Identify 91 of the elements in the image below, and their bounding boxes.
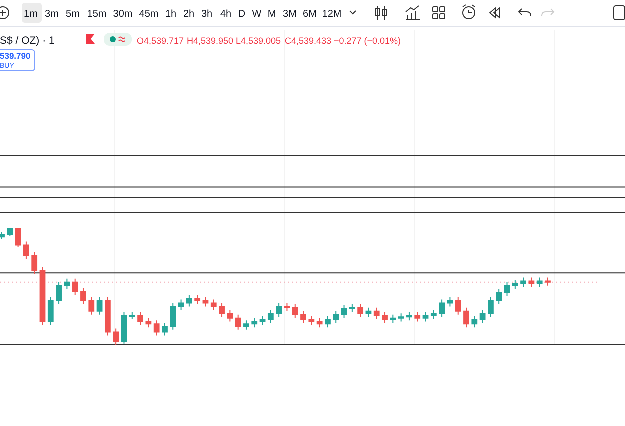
candlestick <box>276 302 282 318</box>
text: 30m <box>113 9 133 20</box>
candlestick <box>333 310 340 324</box>
candlestick <box>88 296 95 316</box>
candlestick <box>56 282 62 305</box>
candlestick <box>292 304 298 319</box>
candlestick <box>325 316 331 328</box>
candlestick <box>472 316 478 328</box>
candlestick <box>455 296 462 316</box>
candlestick <box>341 305 348 319</box>
candlestick <box>162 322 168 336</box>
candlestick <box>24 241 30 260</box>
candlestick <box>235 314 242 330</box>
candlestick <box>244 320 250 330</box>
text: 6M <box>303 9 317 20</box>
text: 15m <box>87 9 107 20</box>
candlestick <box>308 316 315 326</box>
candlestick <box>194 294 201 305</box>
candlestick <box>414 312 421 322</box>
candlestick <box>390 314 396 324</box>
text: H4,539.950 <box>187 36 234 46</box>
candlestick <box>186 294 192 308</box>
text: 3m <box>45 9 59 20</box>
candlestick <box>219 302 225 318</box>
text: −0.277 (−0.01%) <box>334 36 402 46</box>
candlestick <box>178 299 184 311</box>
candlestick <box>300 310 306 324</box>
text: 2h <box>183 9 195 20</box>
candlestick <box>40 266 46 326</box>
candlestick <box>113 328 120 346</box>
candlestick <box>464 307 470 328</box>
candlestick <box>7 228 14 236</box>
candlestick <box>72 278 78 296</box>
text: 3M <box>283 9 297 20</box>
candlestick <box>536 277 543 288</box>
candlestick <box>80 288 86 305</box>
candlestick <box>316 318 323 328</box>
text: 3h <box>201 9 213 20</box>
candlestick <box>488 296 494 318</box>
candlestick <box>64 278 70 290</box>
candlestick <box>366 307 372 318</box>
candlestick <box>146 318 152 328</box>
text: 5m <box>66 9 80 20</box>
candlestick <box>48 296 54 326</box>
text: C4,539.433 <box>285 36 332 46</box>
candlestick <box>398 313 404 322</box>
candlestick <box>15 228 22 248</box>
text: 1m <box>24 9 38 20</box>
candlestick <box>227 310 234 322</box>
candlestick <box>528 277 535 288</box>
candlestick <box>349 304 356 314</box>
candlestick <box>430 310 437 320</box>
candlestick <box>170 302 176 330</box>
candlestick <box>545 277 551 286</box>
candlestick <box>496 288 502 305</box>
text: M <box>268 9 276 20</box>
candlestick <box>129 312 136 320</box>
candlestick <box>202 296 209 308</box>
text: 45m <box>139 9 159 20</box>
candlestick <box>252 318 258 328</box>
text: D <box>238 9 246 20</box>
candlestick <box>284 302 290 312</box>
text: L4,539.005 <box>236 36 282 46</box>
text: 1h <box>165 9 177 20</box>
candlestick <box>32 252 38 275</box>
candlestick <box>96 296 103 316</box>
text: O4,539.717 <box>137 36 184 46</box>
candlestick <box>260 316 266 326</box>
candlestick <box>406 312 412 322</box>
candlestick <box>422 312 429 322</box>
candlestick <box>358 304 364 318</box>
candlestick <box>512 280 518 290</box>
chart-title: S$ / OZ) · 1 <box>0 35 56 47</box>
candlestick <box>0 232 5 240</box>
candlestick <box>504 282 510 297</box>
candlestick <box>121 312 128 344</box>
candlestick <box>439 299 446 318</box>
text: W <box>252 9 262 20</box>
text: 12M <box>322 9 342 20</box>
candlestick <box>374 307 380 320</box>
candlestick <box>447 296 454 308</box>
text: 539.790 <box>0 51 31 61</box>
candlestick <box>154 320 160 336</box>
candlestick <box>382 312 388 324</box>
candlestick <box>520 277 526 288</box>
candlestick <box>268 310 274 324</box>
candlestick <box>104 296 111 336</box>
candlestick <box>210 299 217 311</box>
candlestick <box>480 310 486 324</box>
text: 4h <box>220 9 232 20</box>
candlestick <box>138 312 144 326</box>
